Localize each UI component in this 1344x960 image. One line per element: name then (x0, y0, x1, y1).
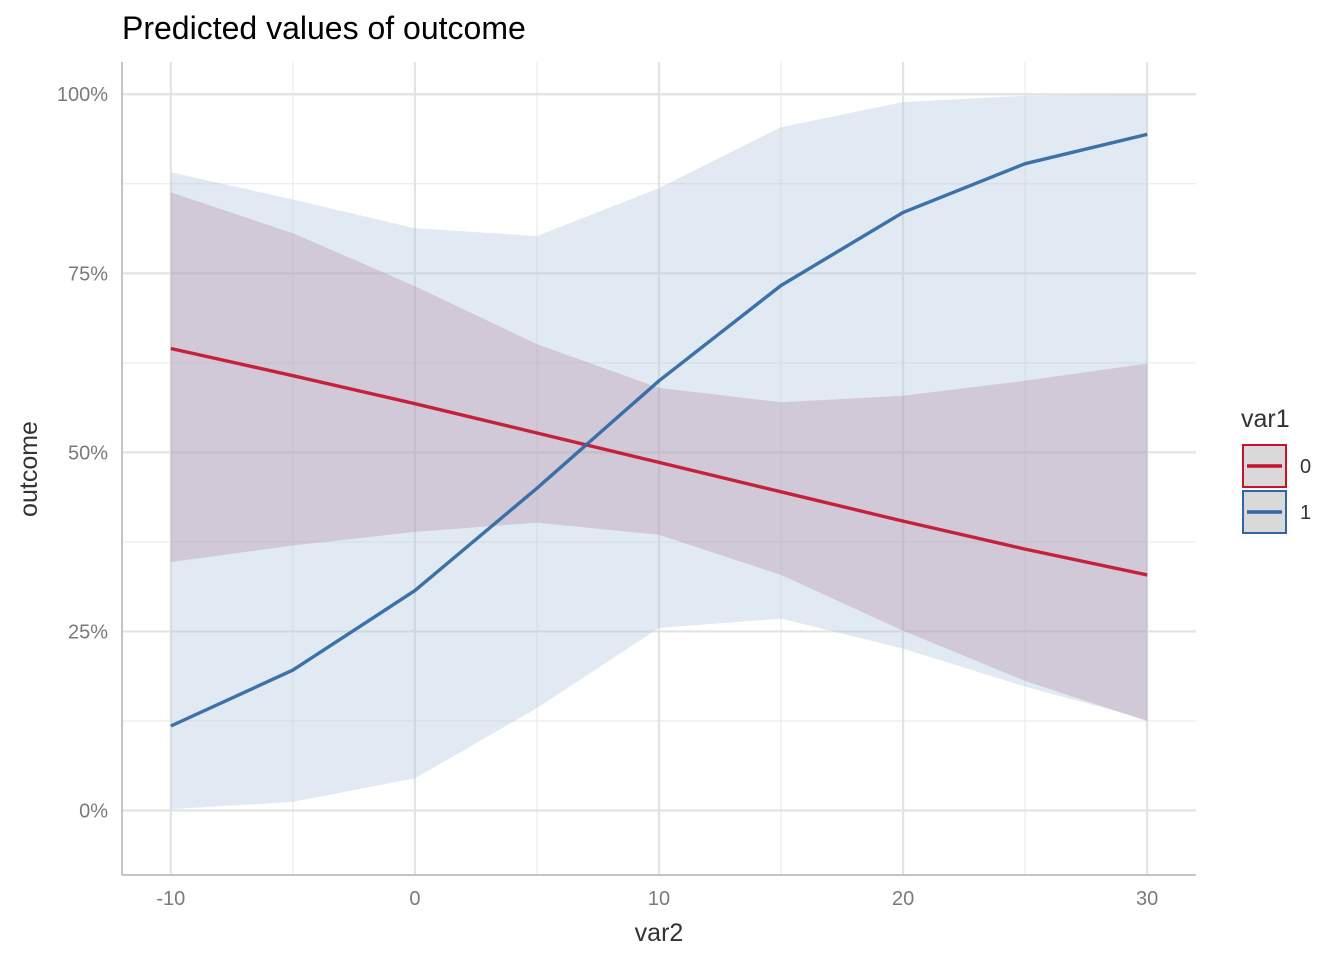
x-tick-label: -10 (156, 888, 185, 910)
x-tick-label: 0 (409, 888, 420, 910)
y-tick-label: 25% (68, 621, 108, 643)
y-tick-label: 50% (68, 442, 108, 464)
x-tick-label: 30 (1136, 888, 1158, 910)
series-lines (170, 132, 1148, 728)
chart-title: Predicted values of outcome (122, 10, 526, 46)
y-tick-label: 100% (57, 84, 108, 106)
major-gridlines (122, 62, 1196, 875)
x-tick-label: 10 (648, 888, 670, 910)
y-tick-label: 0% (79, 801, 108, 823)
ci-band-series-1 (170, 94, 1148, 810)
legend-item-0: 0 (1242, 444, 1311, 488)
line-series-1 (170, 132, 1148, 728)
legend-item-1: 1 (1242, 490, 1311, 534)
x-tick-label: 20 (892, 888, 914, 910)
y-axis-title: outcome (15, 421, 43, 517)
legend: var1 0 1 (1241, 405, 1311, 534)
x-axis-title: var2 (635, 919, 684, 947)
line-series-0 (170, 346, 1148, 577)
ci-band-series-0 (170, 192, 1148, 721)
legend-label: 1 (1300, 502, 1311, 524)
legend-label: 0 (1300, 456, 1311, 478)
y-tick-label: 75% (68, 263, 108, 285)
axes (121, 62, 1196, 876)
confidence-bands (170, 94, 1148, 810)
legend-title: var1 (1241, 405, 1290, 433)
tick-labels: -10 0 10 20 30 0% 25% 50% 75% 100% (57, 84, 1158, 910)
